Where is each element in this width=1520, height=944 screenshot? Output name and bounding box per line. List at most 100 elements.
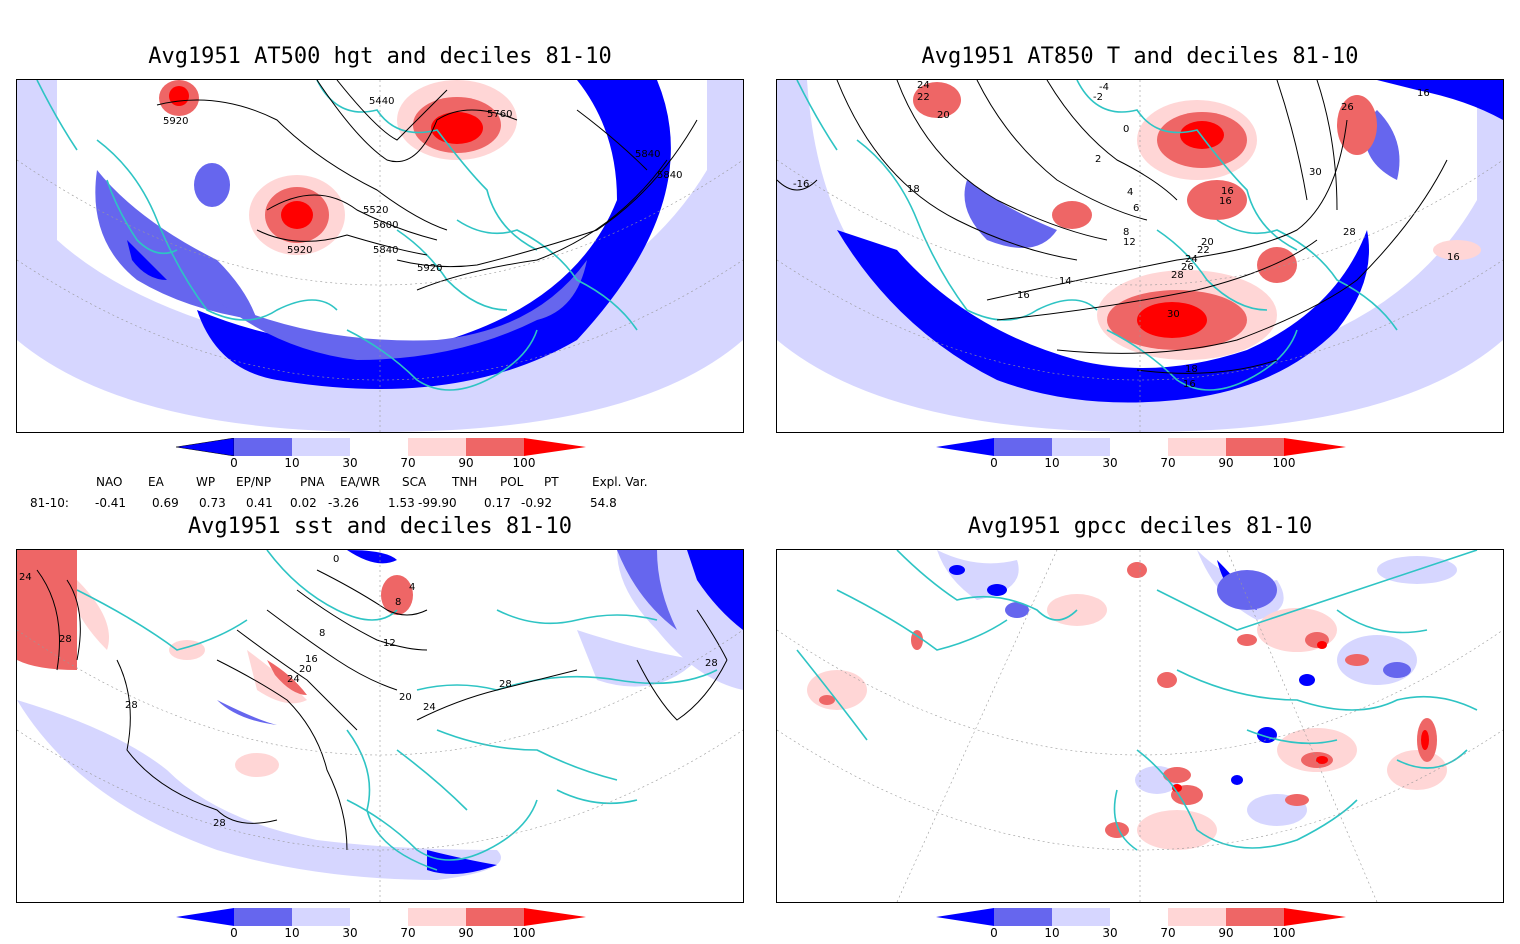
contour-label: 5520 <box>363 205 388 216</box>
contour-label: 28 <box>705 658 718 669</box>
sst-map-graphic: 24 28 28 0 4 8 8 12 16 20 24 20 24 28 28… <box>17 550 743 902</box>
index-value: 0.41 <box>246 496 273 510</box>
index-value: 0.73 <box>199 496 226 510</box>
panel-1-title: Avg1951 AT500 hgt and deciles 81-10 <box>148 44 612 69</box>
panel-1-map: 5920 5440 5760 5840 5840 5520 5600 5680 … <box>16 79 744 433</box>
contour-label: 20 <box>937 110 950 121</box>
colorbar-graphic <box>176 908 586 926</box>
colorbar-graphic <box>175 437 586 457</box>
index-header: EP/NP <box>236 475 272 489</box>
panel-4-map <box>776 549 1504 903</box>
contour-label: 22 <box>917 92 930 103</box>
index-row-label: 81-10: <box>30 496 69 510</box>
colorbar-tick: 10 <box>284 926 300 940</box>
contour-label: 5760 <box>487 109 512 120</box>
index-header: SCA <box>402 475 427 489</box>
contour-label: 24 <box>1185 254 1198 265</box>
contour-label: 26 <box>1181 262 1194 273</box>
t850-contour-labels: 24 22 20 -4 -2 0 2 4 6 8 10 12 14 16 16 … <box>793 80 1460 390</box>
contour-label: 28 <box>213 818 226 829</box>
colorbar-tick: 70 <box>400 926 416 940</box>
contour-label: 5440 <box>369 96 394 107</box>
colorbar-tick: 90 <box>458 456 474 470</box>
index-value: -3.26 <box>328 496 360 510</box>
contour-label: 5920 <box>417 263 442 274</box>
contour-label: 14 <box>1059 276 1072 287</box>
sst-contour-labels: 24 28 28 0 4 8 8 12 16 20 24 20 24 28 28… <box>19 554 718 829</box>
panel-2-title: Avg1951 AT850 T and deciles 81-10 <box>921 44 1359 69</box>
contour-label: 24 <box>423 702 436 713</box>
contour-label: 6 <box>1133 203 1139 214</box>
colorbar-tick: 0 <box>990 456 998 470</box>
contour-label: 5600 <box>373 220 398 231</box>
contour-label: 5840 <box>657 170 682 181</box>
index-value: -99.90 <box>418 496 457 510</box>
contour-label: 18 <box>1185 364 1198 375</box>
contour-label: 26 <box>1341 102 1354 113</box>
colorbar-tick: 10 <box>1044 926 1060 940</box>
colorbar-graphic <box>936 908 1346 926</box>
panel-3-title: Avg1951 sst and deciles 81-10 <box>187 514 573 539</box>
index-table: NAO EA WP EP/NP PNA EA/WR SCA TNH POL PT… <box>0 475 760 515</box>
panel-4-title: Avg1951 gpcc deciles 81-10 <box>967 514 1313 539</box>
contour-label: 16 <box>1221 186 1234 197</box>
contour-label: 5920 <box>163 116 188 127</box>
colorbar-graphic <box>936 438 1346 456</box>
panel-3-map: 24 28 28 0 4 8 8 12 16 20 24 20 24 28 28… <box>16 549 744 903</box>
contour-label: 8 <box>1123 227 1129 238</box>
contour-label: 28 <box>1171 270 1184 281</box>
contour-label: 28 <box>59 634 72 645</box>
contour-label: 30 <box>1167 309 1180 320</box>
t850-map-graphic: 24 22 20 -4 -2 0 2 4 6 8 10 12 14 16 16 … <box>777 80 1503 432</box>
colorbar-tick: 10 <box>1044 456 1060 470</box>
index-header: PNA <box>300 475 325 489</box>
contour-label: 16 <box>305 654 318 665</box>
colorbar-tick: 30 <box>1102 926 1118 940</box>
index-header: NAO <box>96 475 123 489</box>
colorbar-tick: 100 <box>512 456 536 470</box>
index-header: TNH <box>452 475 478 489</box>
contour-label: 8 <box>395 597 401 608</box>
index-value: 54.8 <box>590 496 617 510</box>
contour-label: 16 <box>1417 88 1430 99</box>
panel-4-colorbar: 0 10 30 70 90 100 <box>936 908 1356 944</box>
index-value: -0.92 <box>521 496 553 510</box>
contour-label: -4 <box>1099 82 1109 93</box>
index-header: EA/WR <box>340 475 381 489</box>
colorbar-tick: 70 <box>1160 456 1176 470</box>
colorbar-tick: 100 <box>1272 456 1296 470</box>
contour-label: 16 <box>1219 196 1232 207</box>
colorbar-tick: 30 <box>1102 456 1118 470</box>
contour-label: 8 <box>319 628 325 639</box>
colorbar-tick: 0 <box>990 926 998 940</box>
index-header: WP <box>196 475 216 489</box>
contour-label: 16 <box>1183 379 1196 390</box>
contour-label: 28 <box>1343 227 1356 238</box>
index-value: 1.53 <box>388 496 415 510</box>
hgt500-contour-labels: 5920 5440 5760 5840 5840 5520 5600 5680 … <box>163 96 682 274</box>
contour-label: 2 <box>1095 154 1101 165</box>
contour-label: -2 <box>1093 92 1103 103</box>
colorbar-tick: 70 <box>1160 926 1176 940</box>
contour-label: 4 <box>409 582 415 593</box>
index-value: 0.02 <box>290 496 317 510</box>
contour-label: 28 <box>125 700 138 711</box>
contour-label: -16 <box>793 179 809 190</box>
colorbar-tick: 0 <box>230 456 238 470</box>
contour-label: 0 <box>1123 124 1129 135</box>
colorbar-tick: 100 <box>512 926 536 940</box>
contour-label: 16 <box>1017 290 1030 301</box>
gpcc-map-graphic <box>777 550 1503 902</box>
contour-label: 20 <box>299 664 312 675</box>
colorbar-tick: 100 <box>1272 926 1296 940</box>
index-header: POL <box>500 475 524 489</box>
index-value: -0.41 <box>95 496 127 510</box>
contour-label: 30 <box>1309 167 1322 178</box>
contour-label: 5840 <box>373 245 398 256</box>
contour-label: 20 <box>1201 237 1214 248</box>
colorbar-tick: 10 <box>284 456 300 470</box>
panel-3-colorbar: 0 10 30 70 90 100 <box>176 908 596 944</box>
index-value: 0.69 <box>152 496 179 510</box>
colorbar-tick: 30 <box>342 456 358 470</box>
contour-label: 24 <box>917 80 930 91</box>
